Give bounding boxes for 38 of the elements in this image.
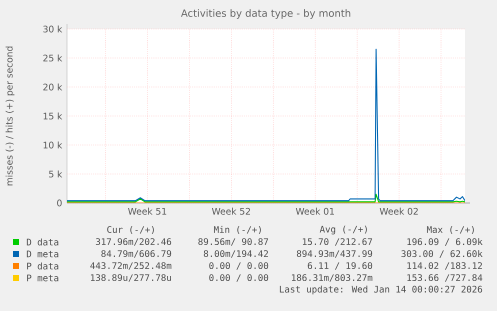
y-tick-label: 10 k <box>44 141 62 148</box>
text: 6.11 / 19.60 <box>308 262 372 270</box>
legend-label: P data <box>27 262 58 270</box>
text: 138.89u/277.78u <box>90 274 171 282</box>
y-tick-label: 5 k <box>49 170 62 178</box>
text: Min (-/+) <box>214 226 261 234</box>
y-tick-label: 0 <box>57 200 62 206</box>
text: 196.09 / 6.09k <box>407 238 483 246</box>
text: Avg (-/+) <box>320 226 367 234</box>
x-tick-label: Week 02 <box>380 208 418 215</box>
text: 84.79m/606.79 <box>101 250 172 258</box>
text: 15.70 /212.67 <box>302 238 372 246</box>
chart-title: Activities by data type - by month <box>181 9 350 19</box>
text: 153.66 /727.84 <box>407 274 482 282</box>
x-tick-label: Week 51 <box>128 208 166 215</box>
text: 303.00 / 62.60k <box>401 250 483 258</box>
text: 0.00 / 0.00 <box>209 262 268 270</box>
text: 186.31m/803.27m <box>292 274 372 282</box>
legend-label: D meta <box>26 250 58 258</box>
text: 317.96m/202.46 <box>96 238 172 246</box>
y-tick-label: 30 k <box>43 25 62 32</box>
x-tick-label: Week 01 <box>296 208 334 215</box>
text: 8.00m/194.42 <box>204 250 268 258</box>
y-tick-label: 15 k <box>44 112 62 120</box>
text: Cur (-/+) <box>107 226 154 234</box>
legend-label: D data <box>26 238 58 246</box>
text: 0.00 / 0.00 <box>209 274 268 282</box>
y-tick-label: 20 k <box>43 83 62 90</box>
y-tick-label: 25 k <box>43 54 62 62</box>
text: 443.72m/252.48m <box>90 262 172 270</box>
legend-label: P meta <box>27 274 58 282</box>
text: Max (-/+) <box>426 226 474 234</box>
text: 89.56m/ 90.87 <box>198 238 268 246</box>
text: 114.02 /183.12 <box>407 262 482 270</box>
text: 894.93m/437.99 <box>296 250 372 258</box>
text: Last update: Wed Jan 14 00:00:27 2026 <box>280 286 482 294</box>
x-tick-label: Week 52 <box>212 208 250 215</box>
y-axis-title: misses (-) / hits (+) per second <box>6 46 14 186</box>
